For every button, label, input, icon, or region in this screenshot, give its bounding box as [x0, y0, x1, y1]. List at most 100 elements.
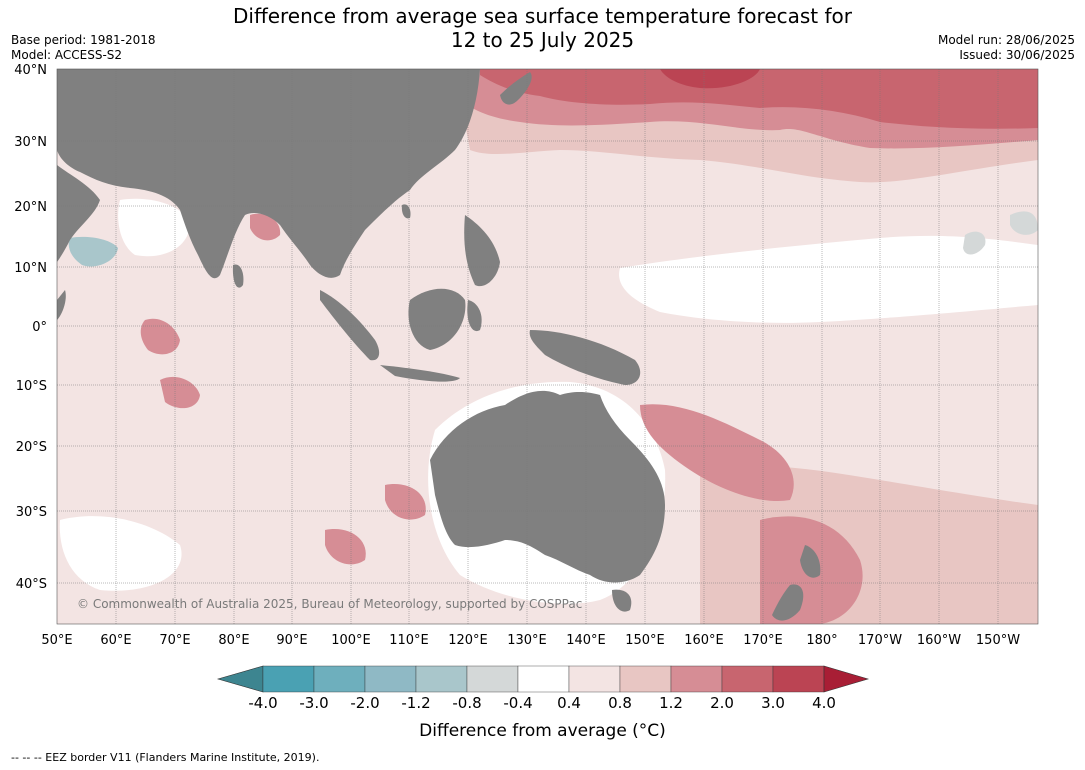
anomaly-indian-ocean-blob-2 — [160, 376, 200, 409]
land-sulawesi — [467, 300, 482, 332]
land-africa-horn — [57, 290, 66, 320]
model-name: Model: ACCESS-S2 — [11, 48, 123, 62]
latitude-tick-label: 40°N — [14, 63, 47, 78]
colorbar-swatch — [670, 665, 723, 693]
map-title: Difference from average sea surface temp… — [0, 4, 1085, 52]
land-new-zealand-south — [772, 584, 804, 621]
longitude-tick-label: 120°E — [448, 633, 488, 648]
latitude-axis: 40°N 30°N 20°N 10°N 0° 10°S 20°S 30°S 40°S — [14, 63, 47, 592]
colorbar-tick-label: 1.2 — [659, 694, 683, 712]
land-taiwan — [401, 204, 411, 219]
latitude-tick-label: 20°N — [14, 200, 47, 215]
longitude-tick-label: 80°E — [218, 633, 249, 648]
land-tasmania — [612, 589, 632, 612]
land-new-zealand-north — [800, 545, 821, 578]
colorbar-swatch — [517, 665, 570, 693]
run-info: Model run: 28/06/2025 Issued: 30/06/2025 — [938, 33, 1075, 63]
longitude-tick-label: 160°E — [684, 633, 724, 648]
colorbar-tick-label: -2.0 — [350, 694, 380, 712]
colorbar-tick-label: 3.0 — [761, 694, 785, 712]
anomaly-bay-of-bengal — [250, 213, 281, 241]
latitude-tick-label: 30°N — [14, 135, 47, 150]
model-run: Model run: 28/06/2025 — [937, 33, 1075, 47]
colorbar-tick-label: 4.0 — [812, 694, 836, 712]
anomaly-north-pacific-strong — [480, 69, 1038, 129]
longitude-tick-label: 150°W — [976, 633, 1020, 648]
title-line-1: Difference from average sea surface temp… — [232, 4, 852, 28]
longitude-tick-label: 170°W — [858, 633, 902, 648]
colorbar-high-extend — [823, 665, 870, 693]
colorbar-tick-label: -0.8 — [452, 694, 482, 712]
anomaly-south-indian-white — [59, 516, 182, 591]
anomaly-arabian-sea-cool — [68, 236, 118, 267]
anomaly-central-pacific-band — [619, 235, 1038, 323]
latitude-tick-label: 40°S — [16, 577, 47, 592]
colorbar-tick-label: -4.0 — [248, 694, 278, 712]
anomaly-north-pacific-peak — [660, 69, 760, 89]
map-frame — [56, 68, 1039, 625]
colorbar — [216, 665, 870, 693]
land-asia — [57, 69, 480, 279]
colorbar-swatch — [415, 665, 468, 693]
anomaly-indian-ocean-blob-3 — [385, 484, 426, 520]
longitude-tick-label: 160°W — [917, 633, 961, 648]
land-new-guinea — [529, 330, 641, 385]
longitude-tick-label: 130°E — [507, 633, 547, 648]
issued-date: Issued: 30/06/2025 — [959, 48, 1075, 62]
colorbar-swatch — [568, 665, 621, 693]
longitude-axis: 50°E 60°E 70°E 80°E 90°E 100°E 110°E 120°E 130°E… — [41, 633, 1020, 648]
anomaly-east-pacific-cool-2 — [1010, 211, 1038, 235]
base-period: Base period: 1981-2018 — [11, 33, 156, 47]
land — [57, 69, 821, 621]
latitude-tick-label: 20°S — [16, 440, 47, 455]
anomaly-indian-ocean-blob-1 — [140, 318, 180, 355]
longitude-tick-label: 70°E — [159, 633, 190, 648]
anomaly-indian-ocean-blob-4 — [325, 529, 366, 565]
longitude-tick-label: 110°E — [389, 633, 429, 648]
anomaly-east-pacific-cool — [963, 231, 986, 255]
model-info: Base period: 1981-2018 Model: ACCESS-S2 — [11, 33, 156, 63]
longitude-tick-label: 60°E — [100, 633, 131, 648]
land-borneo — [408, 288, 466, 350]
colorbar-low-extend — [216, 665, 264, 693]
land-sri-lanka — [232, 264, 244, 288]
latitude-tick-label: 10°S — [16, 379, 47, 394]
colorbar-tick-label: -0.4 — [503, 694, 533, 712]
land-japan — [500, 72, 532, 105]
longitude-tick-label: 170°E — [743, 633, 783, 648]
colorbar-swatch — [772, 665, 825, 693]
land-sumatra — [320, 290, 380, 361]
latitude-tick-label: 0° — [32, 320, 47, 335]
colorbar-tick-label: 0.4 — [557, 694, 581, 712]
longitude-tick-label: 180° — [806, 633, 837, 648]
latitude-tick-label: 30°S — [16, 505, 47, 520]
anomaly-coral-sea-high — [640, 404, 794, 501]
longitude-tick-label: 50°E — [41, 633, 72, 648]
longitude-tick-label: 90°E — [276, 633, 307, 648]
land-arabia — [57, 165, 100, 262]
colorbar-tick-label: 2.0 — [710, 694, 734, 712]
longitude-tick-label: 150°E — [625, 633, 665, 648]
colorbar-title: Difference from average (°C) — [419, 721, 666, 741]
land-philippines — [464, 215, 500, 287]
land-australia — [430, 390, 665, 583]
colorbar-swatch — [721, 665, 774, 693]
colorbar-swatch — [364, 665, 417, 693]
anomaly-arabian-sea-white — [118, 198, 190, 257]
latitude-tick-label: 10°N — [14, 261, 47, 276]
colorbar-tick-label: -1.2 — [401, 694, 431, 712]
colorbar-swatch — [313, 665, 366, 693]
colorbar-tick-label: -3.0 — [299, 694, 329, 712]
title-line-2: 12 to 25 July 2025 — [450, 28, 635, 52]
longitude-tick-label: 100°E — [331, 633, 371, 648]
colorbar-swatch — [619, 665, 672, 693]
map-area — [57, 69, 1038, 624]
graticule — [57, 69, 1038, 624]
colorbar-swatch — [466, 665, 519, 693]
copyright-notice: © Commonwealth of Australia 2025, Bureau… — [77, 597, 583, 611]
colorbar-tick-label: 0.8 — [608, 694, 632, 712]
colorbar-swatch — [262, 665, 315, 693]
land-java — [380, 365, 460, 382]
eez-note: -- -- -- EEZ border V11 (Flanders Marine… — [11, 751, 320, 764]
